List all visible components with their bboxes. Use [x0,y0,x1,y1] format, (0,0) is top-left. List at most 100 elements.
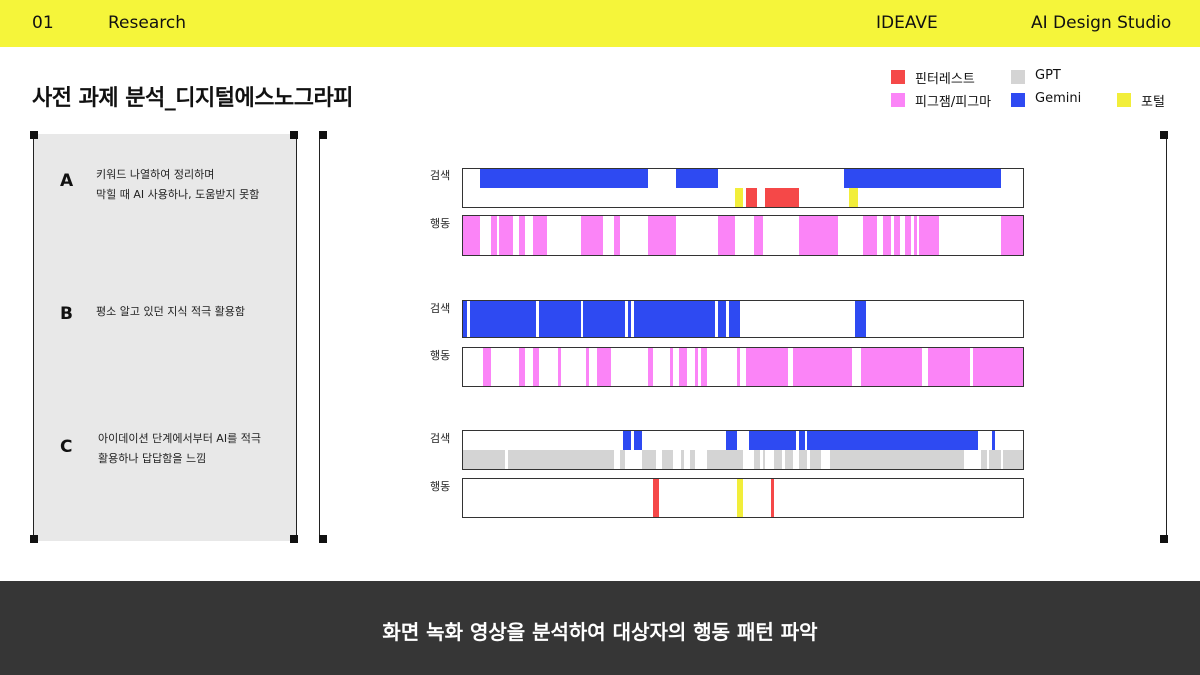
search-segment [479,169,575,188]
action-segment [1000,216,1023,255]
search-segment [633,431,643,450]
search-segment [829,450,965,469]
corner-marker [319,131,327,139]
action-segment [519,348,525,386]
search-segment [729,301,741,337]
row-label-search: 검색 [430,169,451,182]
action-segment [972,348,1001,386]
action-segment [860,348,923,386]
search-segment [745,188,757,207]
action-segment [491,216,497,255]
search-segment [785,450,794,469]
search-segment [799,450,808,469]
search-segment [754,450,760,469]
page-title: 사전 과제 분석_디지털에스노그라피 [32,86,353,111]
corner-marker [319,535,327,543]
action-segment [678,348,687,386]
search-segment [622,431,631,450]
page-number: 01 [32,13,54,33]
legend-swatch [891,93,905,107]
search-segment [989,450,1001,469]
action-segment [586,348,589,386]
category-panel [33,134,297,541]
search-segment [762,450,766,469]
search-segment [1003,450,1023,469]
legend-swatch [891,70,905,84]
footer-caption: 화면 녹화 영상을 분석하여 대상자의 행동 패턴 파악 [382,620,818,644]
timeline-track-c-action [462,478,1024,518]
search-segment [849,188,858,207]
corner-marker [30,131,38,139]
search-segment [681,450,685,469]
legend-swatch [1117,93,1131,107]
row-label-action: 행동 [430,349,451,362]
action-segment [597,348,612,386]
action-segment [580,216,603,255]
action-segment [533,216,547,255]
search-segment [773,450,783,469]
search-segment [507,450,615,469]
action-segment [919,216,939,255]
action-segment [533,348,539,386]
action-segment [894,216,900,255]
action-segment [519,216,525,255]
action-segment [670,348,673,386]
search-segment [748,431,797,450]
studio-name: AI Design Studio [1031,13,1172,33]
action-segment [647,216,676,255]
category-desc-b: 평소 알고 있던 지식 적극 활용함 [96,305,246,318]
action-segment [913,216,917,255]
top-header-bar: 01 Research IDEAVE AI Design Studio [0,0,1200,47]
legend-label: 피그잼/피그마 [915,95,992,110]
action-segment [905,216,911,255]
action-segment [863,216,878,255]
category-letter-a: A [60,171,74,191]
action-segment [482,348,491,386]
timeline-track-b-search [462,300,1024,338]
search-segment [633,301,715,337]
corner-marker [290,535,298,543]
row-label-action: 행동 [430,480,451,493]
search-segment [642,450,657,469]
action-segment [717,216,735,255]
footer-bar: 화면 녹화 영상을 분석하여 대상자의 행동 패턴 파악 [0,581,1200,675]
search-segment [992,431,995,450]
action-segment [1000,348,1023,386]
legend-swatch [1011,70,1025,84]
search-segment [810,450,822,469]
legend-label: 포털 [1141,95,1165,110]
corner-marker [1160,535,1168,543]
search-segment [661,450,673,469]
action-segment [499,216,514,255]
action-segment [799,216,839,255]
search-segment [734,188,743,207]
search-segment [726,431,738,450]
action-segment [701,348,707,386]
search-segment [981,450,987,469]
action-segment [771,479,774,517]
row-label-search: 검색 [430,302,451,315]
search-segment [469,301,536,337]
search-segment [619,450,626,469]
action-segment [463,216,480,255]
timeline-track-c-search [462,430,1024,470]
corner-marker [290,131,298,139]
row-label-search: 검색 [430,432,451,445]
search-segment [807,431,979,450]
search-segment [706,450,743,469]
search-segment [799,431,805,450]
search-segment [689,450,696,469]
legend-label: GPT [1035,68,1061,83]
row-label-action: 행동 [430,217,451,230]
action-segment [927,348,970,386]
search-segment [628,301,631,337]
search-segment [717,301,727,337]
category-desc-c: 아이데이션 단계에서부터 AI를 적극 활용하나 답답함을 느낌 [98,432,261,465]
corner-marker [1160,131,1168,139]
action-segment [883,216,892,255]
timeline-track-a-action [462,215,1024,256]
action-segment [737,479,743,517]
timeline-track-b-action [462,347,1024,387]
timeline-track-a-search [462,168,1024,208]
search-segment [687,169,718,188]
